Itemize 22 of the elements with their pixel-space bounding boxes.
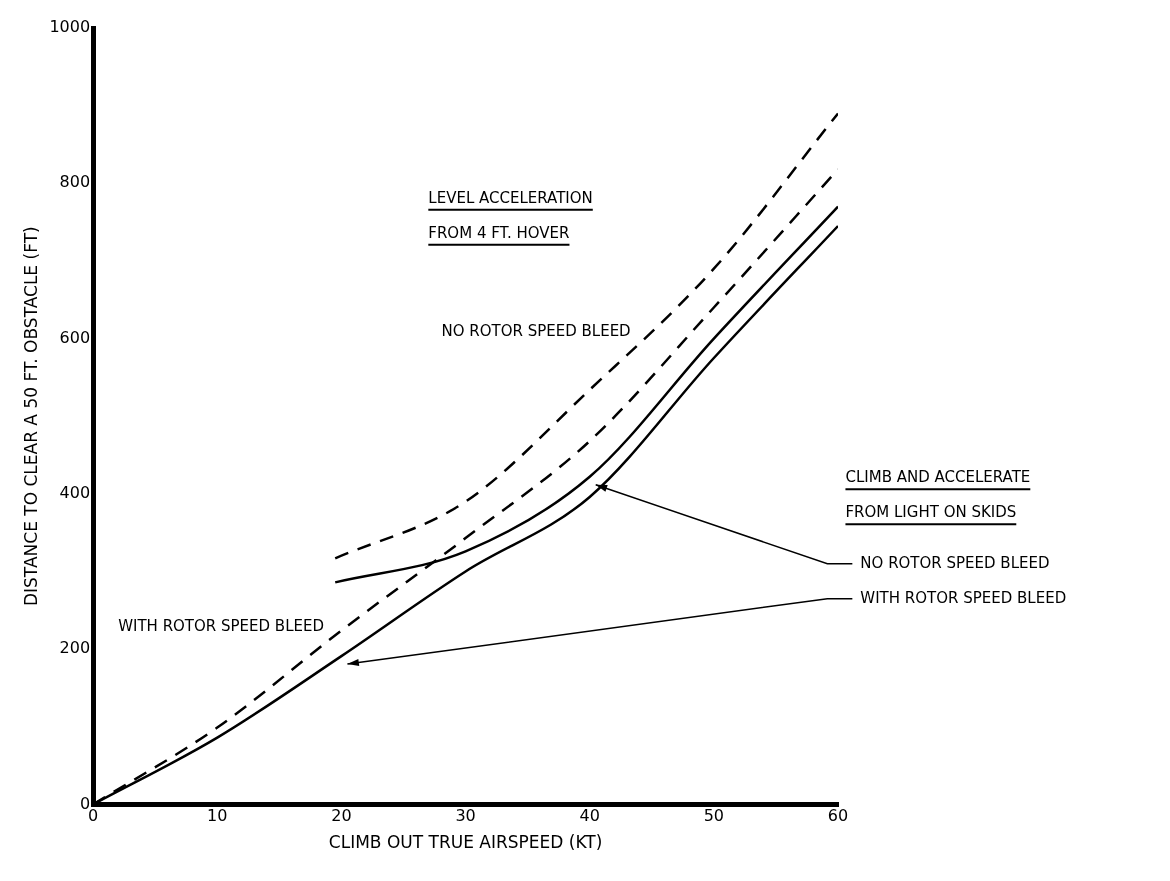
annotation: LEVEL ACCELERATION	[428, 188, 593, 207]
text: NO ROTOR SPEED BLEED	[860, 553, 1050, 572]
y-tick-label: 1000	[49, 17, 91, 37]
x-tick-label: 50	[703, 806, 725, 826]
line-series	[333, 112, 838, 560]
y-tick-label: 800	[59, 172, 91, 192]
x-tick-label: 20	[331, 806, 352, 826]
series-label: WITH ROTOR SPEED BLEED	[118, 617, 325, 636]
y-tick-label: 400	[59, 483, 91, 502]
text: FROM LIGHT ON SKIDS	[845, 503, 1017, 522]
annotation: FROM 4 FT. HOVER	[428, 223, 570, 242]
x-tick-label: 10	[207, 806, 228, 826]
x-tick-label: 30	[455, 806, 476, 826]
text: CLIMB AND ACCELERATE	[845, 468, 1031, 487]
x-axis-title: CLIMB OUT TRUE AIRSPEED (KT)	[328, 832, 603, 853]
x-tick-label: 40	[579, 806, 600, 826]
text: WITH ROTOR SPEED BLEED	[860, 588, 1067, 607]
x-tick-label: 60	[827, 806, 849, 826]
series-label: NO ROTOR SPEED BLEED	[441, 322, 631, 341]
y-axis-title: DISTANCE TO CLEAR A 50 FT. OBSTACLE (FT)	[20, 226, 41, 607]
y-tick-label: 200	[59, 638, 91, 658]
y-tick-label: 600	[59, 327, 91, 347]
